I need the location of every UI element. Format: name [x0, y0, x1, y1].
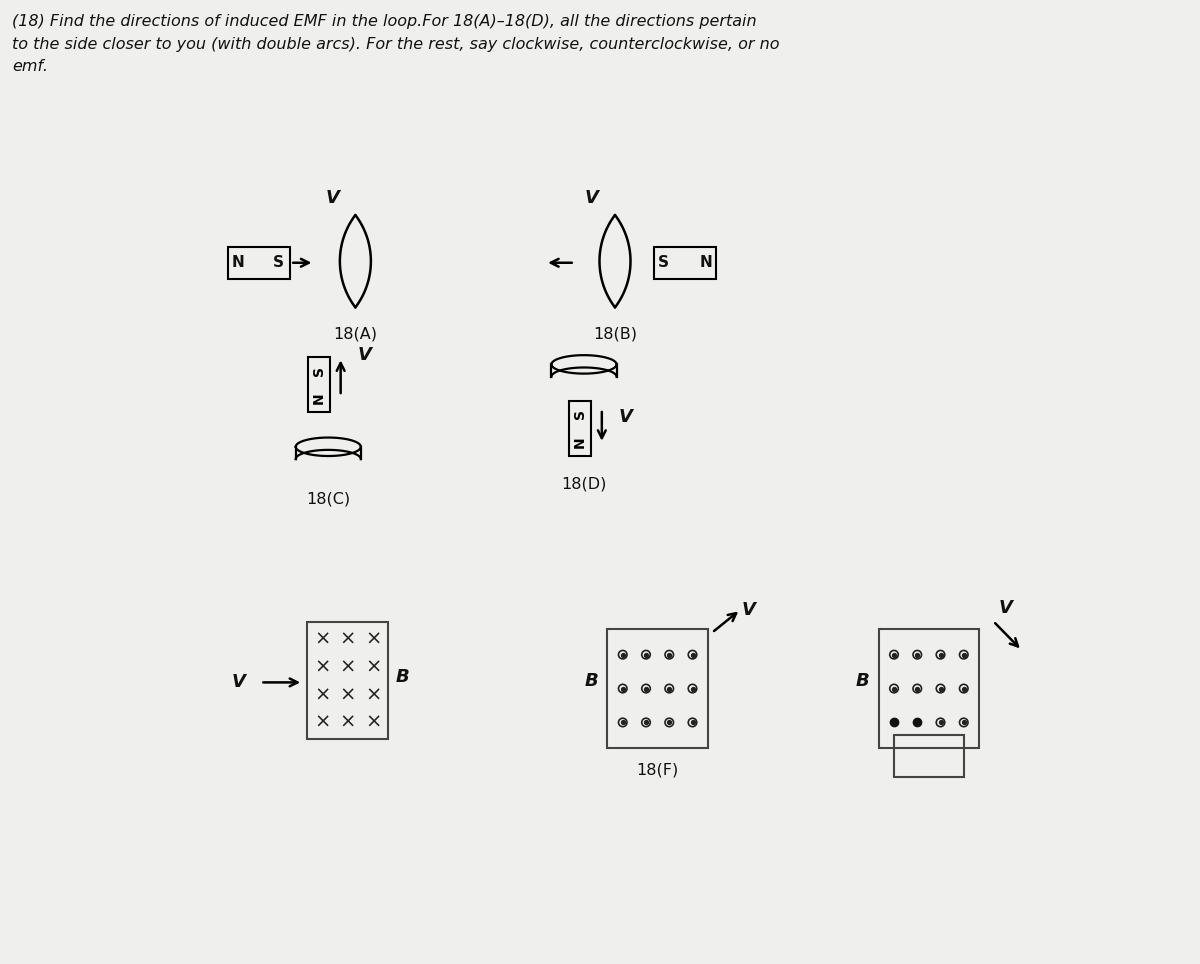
Bar — [569, 401, 590, 456]
Bar — [308, 357, 330, 413]
Text: ×: × — [314, 629, 330, 649]
Text: ×: × — [340, 657, 356, 677]
Text: ×: × — [314, 713, 330, 732]
Bar — [878, 629, 979, 748]
Text: B: B — [396, 668, 410, 686]
Text: S: S — [574, 410, 587, 419]
Text: N: N — [312, 392, 326, 404]
Text: 18(F): 18(F) — [636, 763, 679, 777]
Text: V: V — [584, 189, 599, 207]
Text: V: V — [742, 601, 755, 619]
Text: V: V — [325, 189, 340, 207]
Text: 18(D): 18(D) — [562, 476, 607, 491]
Text: 18(B): 18(B) — [593, 327, 637, 341]
Bar — [894, 736, 964, 778]
Text: V: V — [998, 600, 1013, 617]
Text: 18(C): 18(C) — [306, 492, 350, 506]
Text: B: B — [856, 672, 869, 690]
Text: N: N — [700, 255, 712, 270]
Text: ×: × — [365, 685, 382, 705]
Text: V: V — [619, 408, 632, 426]
Text: S: S — [659, 255, 670, 270]
Text: ×: × — [314, 685, 330, 705]
Text: V: V — [232, 674, 246, 691]
Text: S: S — [312, 365, 326, 376]
Text: ×: × — [340, 629, 356, 649]
Text: N: N — [574, 437, 587, 448]
Bar — [307, 623, 389, 739]
Text: emf.: emf. — [12, 59, 48, 74]
Text: (18) Find the directions of induced EMF in the loop.For 18(A)–18(D), all the dir: (18) Find the directions of induced EMF … — [12, 14, 757, 30]
Text: ×: × — [365, 629, 382, 649]
Bar — [654, 247, 715, 279]
Text: N: N — [232, 255, 244, 270]
Bar — [607, 629, 708, 748]
Text: ×: × — [314, 657, 330, 677]
Text: ×: × — [365, 713, 382, 732]
Text: ×: × — [365, 657, 382, 677]
Text: B: B — [584, 672, 598, 690]
Bar — [228, 247, 289, 279]
Text: S: S — [272, 255, 283, 270]
Text: 18(A): 18(A) — [334, 327, 377, 341]
Text: ×: × — [340, 685, 356, 705]
Text: V: V — [358, 346, 372, 364]
Text: to the side closer to you (with double arcs). For the rest, say clockwise, count: to the side closer to you (with double a… — [12, 37, 780, 52]
Text: ×: × — [340, 713, 356, 732]
